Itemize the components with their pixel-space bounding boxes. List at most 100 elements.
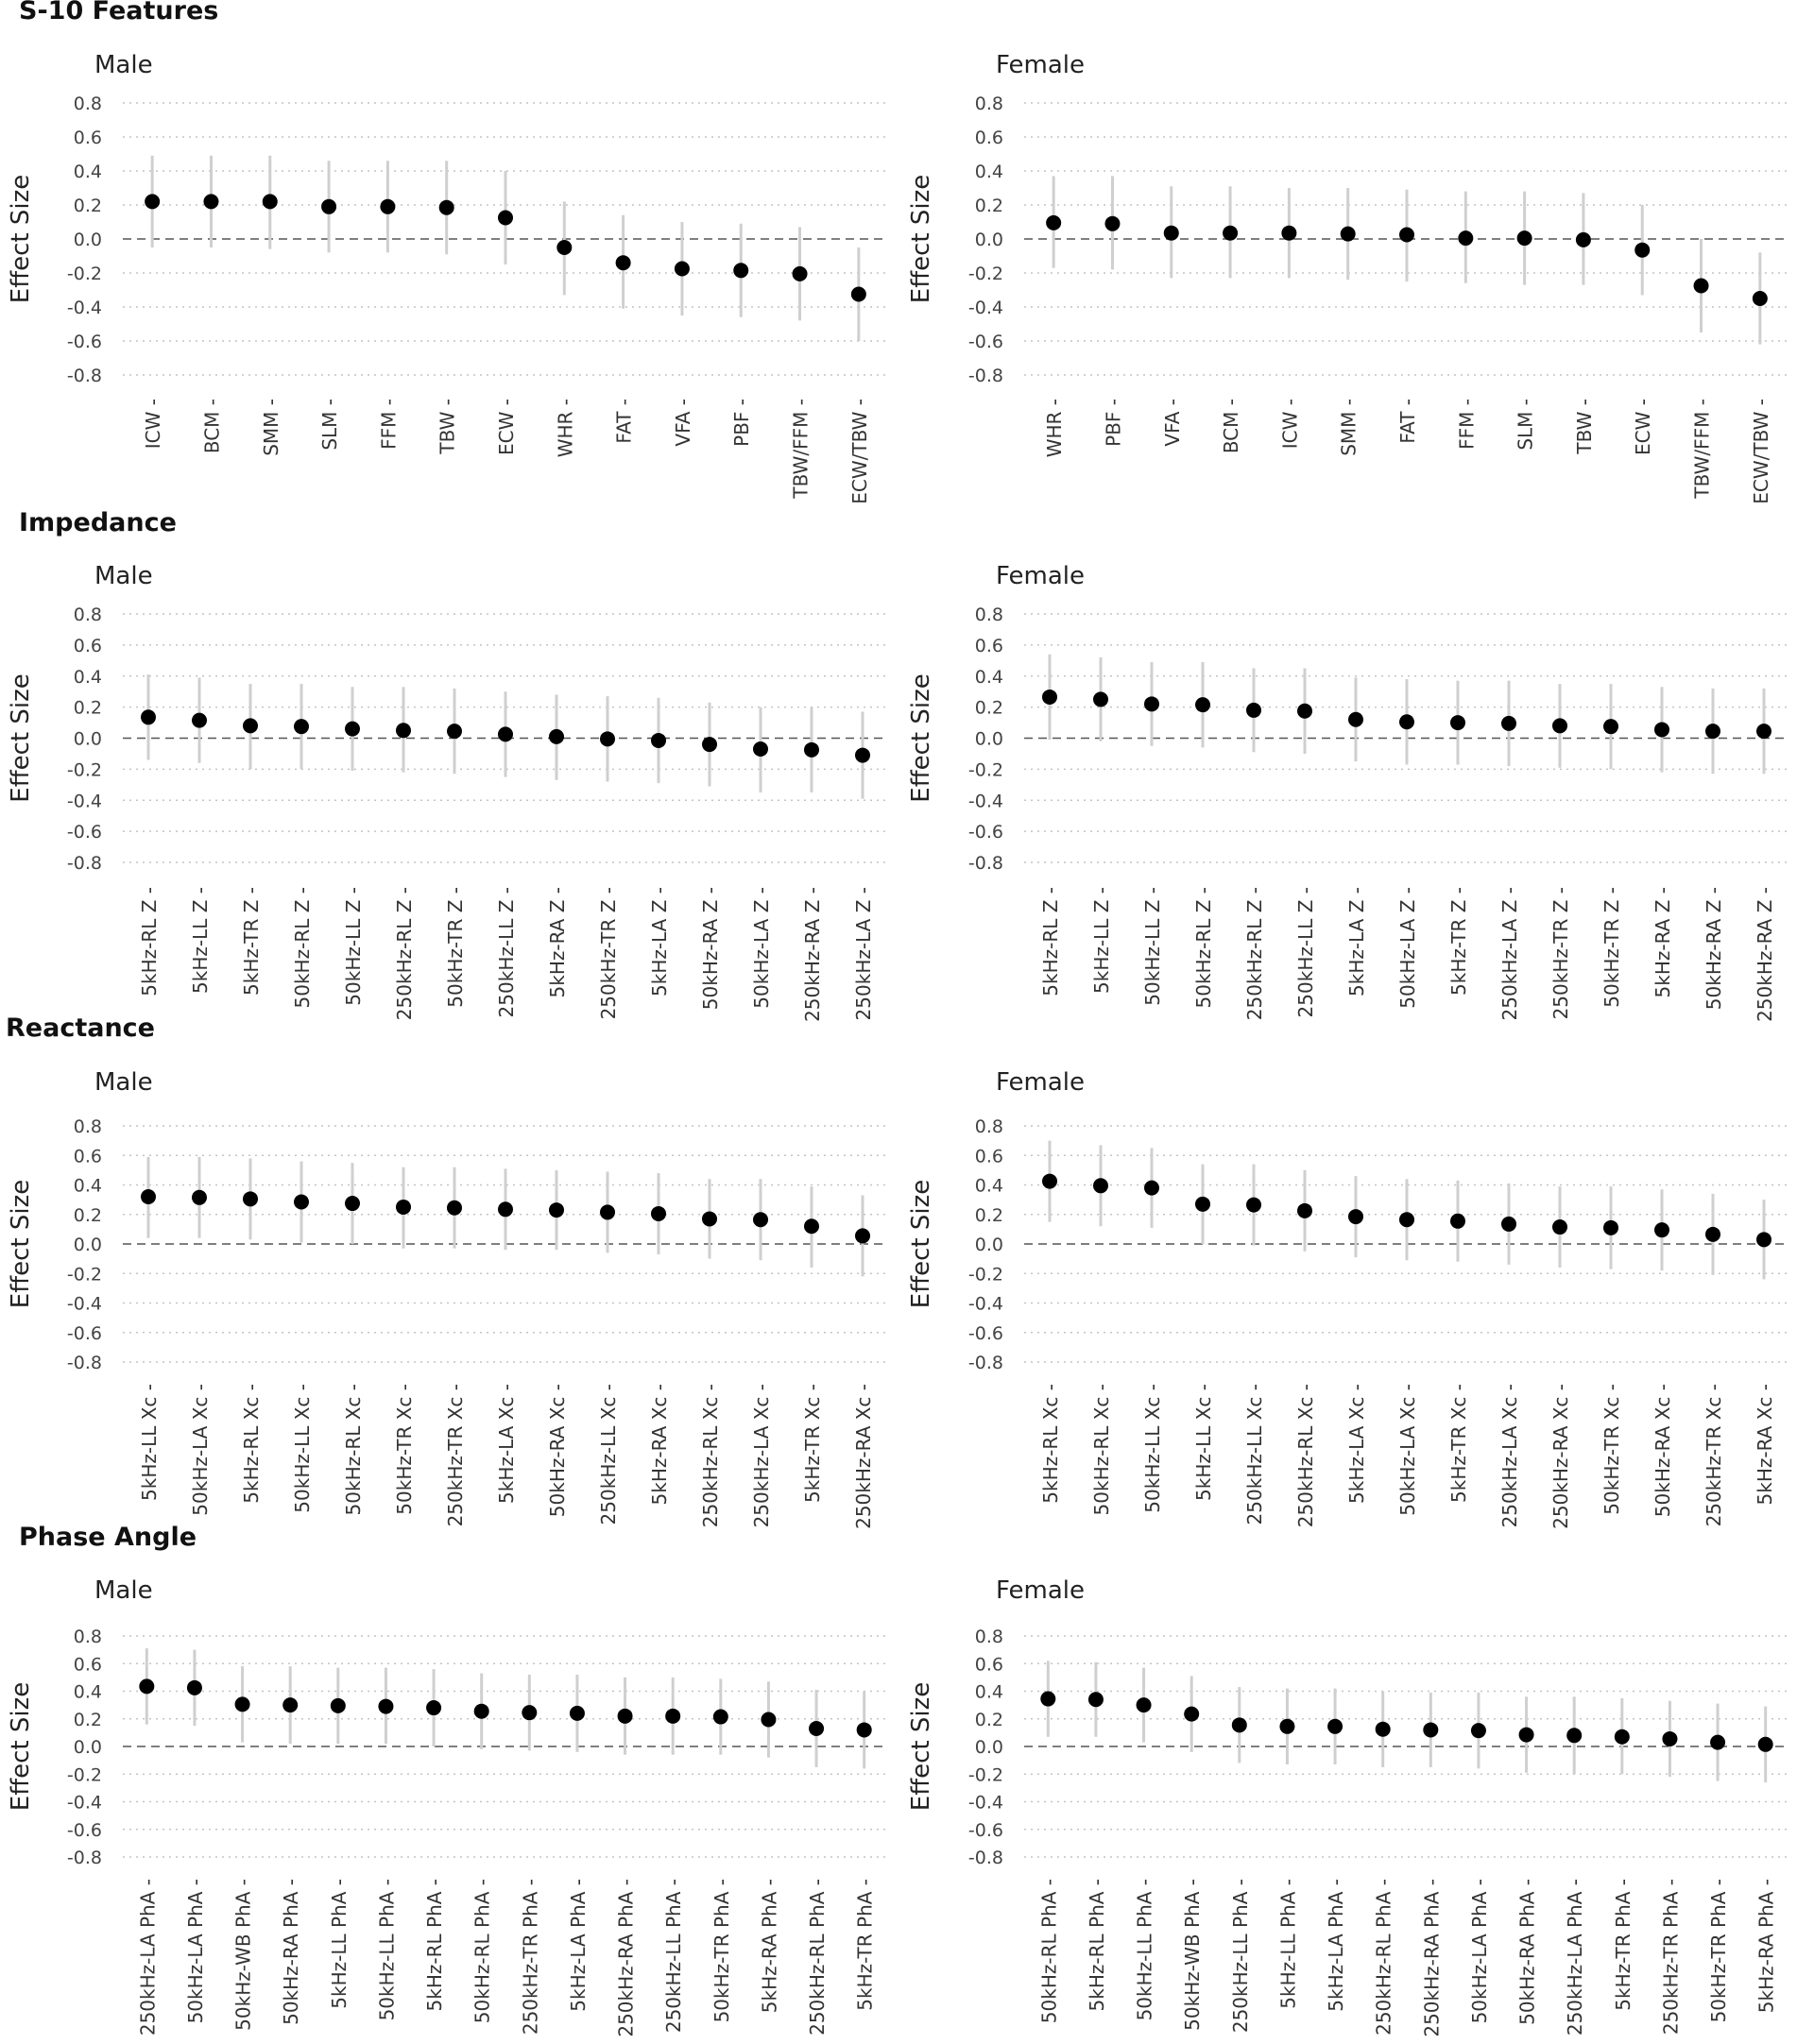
x-tick-label: 250kHz-RL PhA - bbox=[806, 1879, 829, 2035]
y-tick-label: 0.0 bbox=[74, 1235, 102, 1255]
data-point bbox=[1046, 214, 1062, 230]
data-point bbox=[651, 732, 666, 748]
x-tick-label: 250kHz-TR PhA - bbox=[519, 1879, 541, 2035]
y-axis-label: Effect Size bbox=[907, 175, 935, 303]
panel-0: Male Effect Size 0.8 0.6 0.4 0.2 0.0 -0.2 -0.4 -0… bbox=[7, 51, 888, 504]
x-tick-label: 5kHz-TR PhA - bbox=[1612, 1879, 1634, 2011]
x-tick-label: BCM - bbox=[200, 399, 223, 453]
x-tick-label: 50kHz-RA PhA - bbox=[280, 1879, 302, 2025]
data-point bbox=[856, 1722, 872, 1738]
x-tick-label: 50kHz-TR Z - bbox=[444, 887, 467, 1008]
data-point bbox=[855, 747, 870, 763]
x-tick-label: 50kHz-TR PhA - bbox=[710, 1879, 733, 2022]
data-point bbox=[651, 1205, 666, 1221]
data-point bbox=[1279, 1718, 1295, 1734]
data-point bbox=[1297, 703, 1312, 719]
y-tick-label: 0.0 bbox=[74, 230, 102, 250]
y-tick-label: 0.4 bbox=[74, 1176, 102, 1197]
x-tick-label: 50kHz-TR Xc - bbox=[393, 1384, 416, 1515]
y-tick-label: -0.6 bbox=[968, 332, 1003, 352]
x-tick-label: 50kHz-RA Z - bbox=[1703, 887, 1725, 1010]
data-point bbox=[1231, 1717, 1247, 1733]
section-title-2: Reactance bbox=[6, 1013, 155, 1043]
x-tick-label: 5kHz-RA Xc - bbox=[1754, 1384, 1776, 1505]
y-tick-label: 0.0 bbox=[975, 1737, 1003, 1758]
x-tick-label: 50kHz-RL Z - bbox=[291, 887, 314, 1008]
y-tick-label: 0.8 bbox=[74, 1627, 102, 1647]
y-tick-label: -0.2 bbox=[67, 1264, 102, 1285]
x-tick-label: 250kHz-RL Z - bbox=[393, 887, 416, 1020]
data-point bbox=[1163, 225, 1179, 241]
data-point bbox=[396, 1199, 411, 1215]
y-tick-label: 0.6 bbox=[975, 128, 1003, 148]
y-axis-label: Effect Size bbox=[907, 673, 935, 802]
data-point bbox=[243, 1191, 258, 1207]
y-tick-label: -0.8 bbox=[67, 366, 102, 386]
y-tick-label: 0.0 bbox=[975, 729, 1003, 750]
panel-subtitle: Female bbox=[996, 1068, 1085, 1097]
x-tick-label: 5kHz-LA PhA - bbox=[567, 1879, 590, 2012]
data-point bbox=[1757, 1736, 1773, 1752]
y-tick-label: 0.2 bbox=[74, 1205, 102, 1226]
x-tick-label: FAT - bbox=[1396, 399, 1419, 444]
data-point bbox=[1450, 1213, 1465, 1229]
x-tick-label: 5kHz-TR PhA - bbox=[854, 1879, 877, 2011]
x-tick-label: 5kHz-LA Xc - bbox=[1345, 1384, 1368, 1504]
data-point bbox=[665, 1708, 681, 1724]
y-tick-label: 0.2 bbox=[975, 1205, 1003, 1226]
data-point bbox=[556, 240, 573, 255]
x-tick-label: 50kHz-LA Z - bbox=[750, 887, 773, 1009]
y-tick-label: 0.6 bbox=[74, 636, 102, 656]
x-tick-label: SLM - bbox=[318, 399, 341, 451]
y-tick-label: 0.4 bbox=[74, 1682, 102, 1703]
y-tick-label: 0.4 bbox=[74, 667, 102, 688]
x-tick-label: TBW - bbox=[436, 399, 459, 455]
x-tick-label: 5kHz-LL PhA - bbox=[328, 1879, 351, 2009]
x-tick-label: 50kHz-RL Xc - bbox=[342, 1384, 365, 1515]
x-tick-label: 5kHz-TR Xc - bbox=[1447, 1384, 1470, 1503]
y-tick-label: -0.6 bbox=[67, 1323, 102, 1344]
x-tick-label: 5kHz-RA PhA - bbox=[758, 1879, 780, 2013]
data-point bbox=[1752, 291, 1768, 306]
data-point bbox=[345, 721, 360, 737]
x-tick-label: SMM - bbox=[260, 399, 282, 456]
panel-subtitle: Female bbox=[996, 51, 1085, 79]
data-point bbox=[1693, 278, 1709, 294]
data-point bbox=[262, 194, 278, 210]
x-tick-label: PBF - bbox=[1102, 399, 1124, 447]
x-tick-label: TBW/FFM - bbox=[1691, 399, 1714, 500]
x-tick-label: 50kHz-RA Z - bbox=[699, 887, 722, 1010]
x-tick-label: 5kHz-LL PhA - bbox=[1276, 1879, 1299, 2009]
x-tick-label: 50kHz-LL Xc - bbox=[291, 1384, 314, 1513]
panel-subtitle: Male bbox=[94, 51, 153, 79]
data-point bbox=[145, 194, 161, 210]
data-point bbox=[733, 263, 749, 279]
data-point bbox=[294, 719, 309, 735]
data-point bbox=[1136, 1697, 1152, 1713]
x-tick-label: 50kHz-LL Z - bbox=[1141, 887, 1164, 1006]
panel-4: Male Effect Size 0.8 0.6 0.4 0.2 0.0 -0.2 -0.4 -0… bbox=[7, 1068, 888, 1529]
data-point bbox=[1040, 1691, 1056, 1707]
data-point bbox=[186, 1679, 202, 1695]
data-point bbox=[1246, 1197, 1261, 1213]
y-tick-label: -0.8 bbox=[67, 1848, 102, 1868]
panel-5: Female Effect Size 0.8 0.6 0.4 0.2 0.0 -0.2 -0.4… bbox=[907, 1068, 1789, 1529]
y-tick-label: -0.6 bbox=[968, 822, 1003, 843]
y-tick-label: -0.6 bbox=[67, 1820, 102, 1841]
data-point bbox=[1281, 225, 1297, 241]
x-tick-label: 5kHz-LL Z - bbox=[189, 887, 212, 994]
y-tick-label: 0.0 bbox=[975, 1235, 1003, 1255]
x-tick-label: 250kHz-RA Xc - bbox=[852, 1384, 875, 1529]
data-point bbox=[1552, 1219, 1567, 1235]
data-point bbox=[1348, 711, 1363, 727]
data-point bbox=[1450, 715, 1465, 731]
data-point bbox=[1104, 215, 1121, 231]
x-tick-label: FFM - bbox=[377, 399, 400, 450]
data-point bbox=[1223, 225, 1239, 241]
y-tick-label: 0.6 bbox=[74, 128, 102, 148]
y-tick-label: 0.0 bbox=[74, 1737, 102, 1758]
data-point bbox=[192, 1189, 207, 1205]
x-tick-label: VFA - bbox=[1161, 399, 1184, 447]
x-tick-label: 250kHz-RA Z - bbox=[801, 887, 824, 1022]
panel-1: Female Effect Size 0.8 0.6 0.4 0.2 0.0 -0.2 -0.4… bbox=[907, 51, 1789, 504]
